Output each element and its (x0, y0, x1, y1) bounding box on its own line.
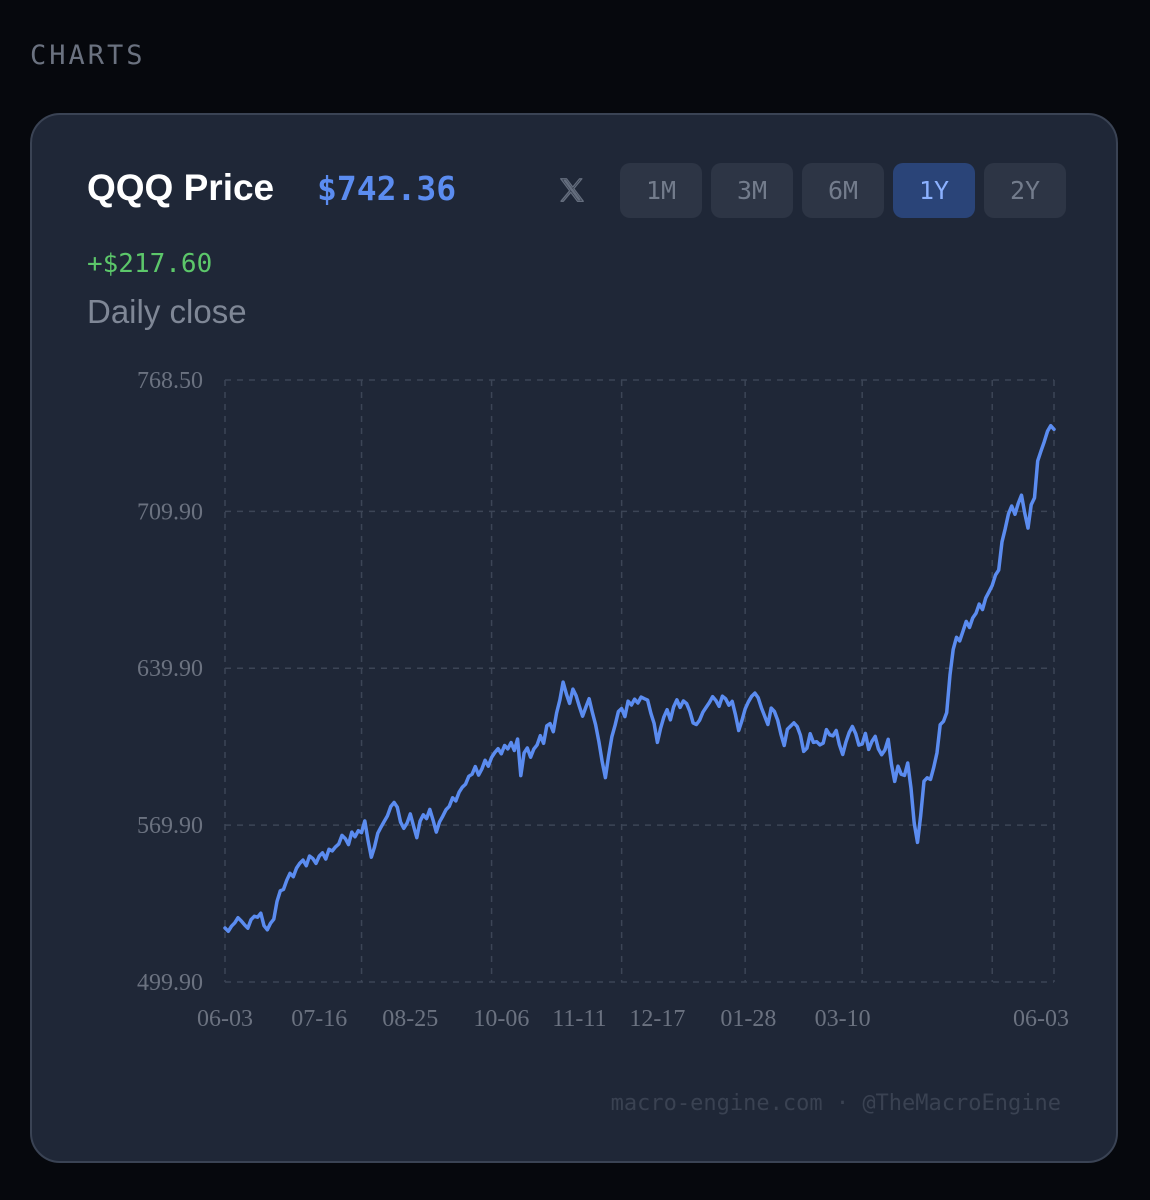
range-button-3m[interactable]: 3M (711, 163, 793, 218)
y-tick-label: 499.90 (137, 970, 203, 996)
section-label: CHARTS (30, 40, 146, 71)
y-tick-label: 639.90 (137, 656, 203, 682)
x-tick-label: 12-17 (629, 1006, 685, 1032)
current-price: $742.36 (317, 169, 457, 208)
y-tick-label: 768.50 (137, 368, 203, 394)
x-tick-label: 06-03 (1013, 1006, 1069, 1032)
x-tick-label: 06-03 (197, 1006, 253, 1032)
x-tick-label: 07-16 (291, 1006, 347, 1032)
price-chart: 768.50 709.90 639.90 569.90 499.90 06-03 07-16… (137, 368, 1069, 1032)
range-button-1y[interactable]: 1Y (893, 163, 975, 218)
range-selector: 1M 3M 6M 1Y 2Y (620, 163, 1066, 218)
chart-subtitle: Daily close (87, 293, 247, 330)
x-tick-label: 01-28 (720, 1006, 776, 1032)
x-tick-label: 10-06 (473, 1006, 529, 1032)
range-button-2y[interactable]: 2Y (984, 163, 1066, 218)
y-tick-label: 569.90 (137, 813, 203, 839)
chart-card: QQQ Price $742.36 1M 3M 6M 1Y 2Y +$217.6… (30, 113, 1118, 1163)
y-tick-label: 709.90 (137, 499, 203, 525)
price-change: +$217.60 (87, 249, 213, 279)
range-button-1m[interactable]: 1M (620, 163, 702, 218)
x-tick-label: 08-25 (382, 1006, 438, 1032)
x-tick-label: 03-10 (815, 1006, 871, 1032)
x-logo-icon[interactable] (552, 170, 592, 210)
price-line (223, 423, 1056, 934)
x-tick-label: 11-11 (552, 1006, 606, 1032)
range-button-6m[interactable]: 6M (802, 163, 884, 218)
chart-title: QQQ Price (87, 167, 275, 208)
footer-credit: macro-engine.com · @TheMacroEngine (610, 1091, 1061, 1116)
